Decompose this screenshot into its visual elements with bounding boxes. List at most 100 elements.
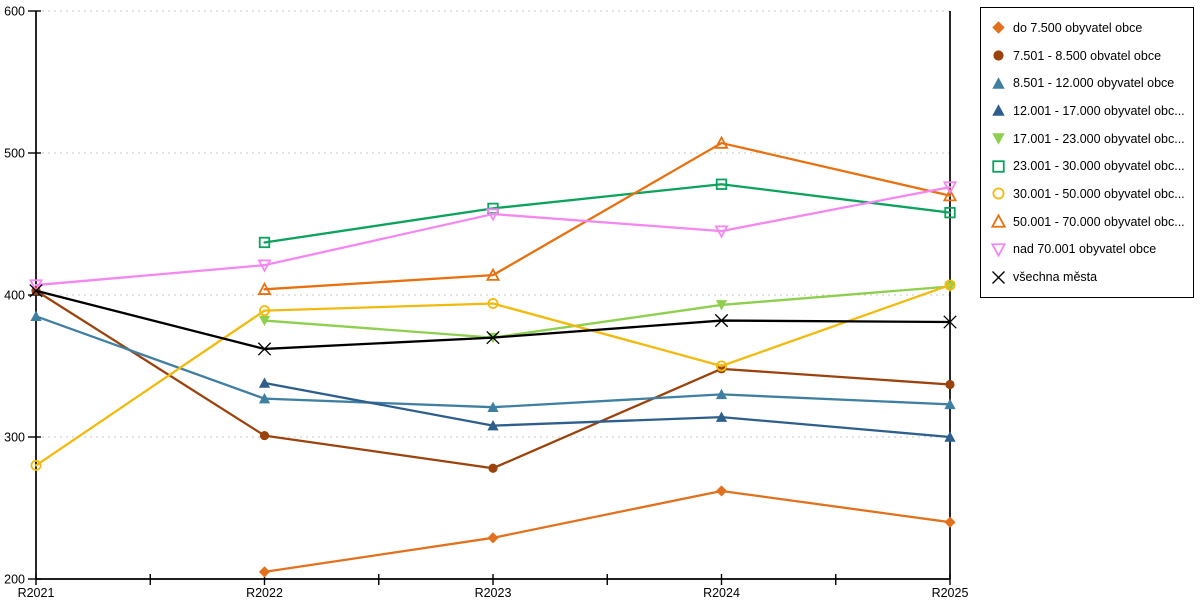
triangle-up-marker-icon [258, 377, 271, 388]
triangle-down-marker-icon [991, 243, 1006, 257]
circle-marker-icon [945, 379, 955, 390]
circle-marker-icon [259, 305, 270, 317]
triangle-down-marker-icon [715, 300, 728, 311]
triangle-up-marker-icon [715, 411, 728, 422]
triangle-up-marker-icon [257, 281, 272, 295]
diamond-marker-icon [944, 516, 956, 528]
series-line-5 [263, 183, 952, 244]
x-tick-label: R2023 [475, 586, 512, 600]
y-tick-label: 200 [4, 573, 25, 587]
legend-item-label: do 7.500 obyvatel obce [1013, 20, 1143, 35]
square-icon [992, 160, 1005, 173]
x-tick-label: R2022 [246, 586, 283, 600]
triangle-up-icon [991, 214, 1006, 228]
circle-icon [992, 187, 1005, 200]
circle-marker-icon [30, 459, 42, 471]
circle-marker-icon [716, 360, 727, 372]
triangle-up-marker-icon [487, 420, 499, 431]
legend-item-label: 8.501 - 12.000 obyvatel obce [1013, 76, 1175, 91]
legend-item-label: všechna města [1013, 270, 1098, 285]
x-marker-icon [943, 315, 957, 329]
series-line-2 [34, 315, 952, 409]
y-tick-label: 600 [4, 5, 25, 19]
triangle-up-marker-icon [715, 388, 728, 400]
x-marker-icon [992, 270, 1005, 284]
circle-marker-icon [992, 187, 1005, 200]
circle-marker-icon [488, 463, 498, 473]
legend-item-0: do 7.500 obyvatel obce [991, 16, 1189, 40]
triangle-down-marker-icon [485, 208, 501, 222]
legend-item-7: 50.001 - 70.000 obyvatel obc... [991, 210, 1189, 234]
legend-item-6: 30.001 - 50.000 obyvatel obc... [991, 182, 1189, 206]
y-tick-label: 500 [4, 147, 25, 161]
x-marker-icon [714, 313, 729, 328]
diamond-marker-icon [487, 532, 499, 544]
legend-item-4: 17.001 - 23.000 obyvatel obc... [991, 127, 1189, 151]
triangle-down-icon [992, 133, 1005, 145]
circle-marker-icon [993, 50, 1004, 61]
legend-item-label: 12.001 - 17.000 obyvatel obc... [1013, 103, 1185, 118]
triangle-down-marker-icon [714, 225, 729, 239]
legend-item-label: 7.501 - 8.500 obvatel obce [1013, 48, 1162, 63]
triangle-down-marker-icon [257, 259, 272, 273]
square-marker-icon [992, 160, 1005, 173]
series-line-4 [263, 285, 952, 339]
series-line-0 [263, 489, 952, 574]
square-marker-icon [944, 206, 956, 219]
circle-icon [993, 50, 1004, 61]
series-line-6 [34, 283, 952, 467]
x-marker-icon [257, 342, 272, 356]
series-line-3 [263, 381, 952, 439]
x-tick-label: R2024 [703, 586, 740, 600]
triangle-up-marker-icon [258, 393, 271, 404]
legend-item-5: 23.001 - 30.000 obyvatel obc... [991, 154, 1189, 178]
triangle-up-marker-icon [944, 431, 956, 442]
y-tick-label: 300 [4, 431, 25, 445]
legend-item-label: 17.001 - 23.000 obyvatel obc... [1013, 131, 1185, 146]
diamond-marker-icon [992, 21, 1005, 35]
triangle-down-marker-icon [28, 279, 44, 293]
legend-item-label: nad 70.001 obyvatel obce [1013, 242, 1157, 257]
triangle-up-marker-icon [944, 398, 956, 410]
x-icon [992, 270, 1005, 284]
series-line-8 [34, 185, 952, 287]
series-line-7 [263, 141, 952, 291]
square-marker-icon [715, 178, 728, 190]
diamond-marker-icon [715, 485, 728, 497]
triangle-up-marker-icon [714, 135, 729, 149]
legend-item-label: 30.001 - 50.000 obyvatel obc... [1013, 186, 1185, 201]
triangle-up-marker-icon [942, 188, 958, 202]
triangle-down-marker-icon [942, 181, 958, 195]
x-marker-icon [29, 284, 43, 298]
x-tick-label: R2025 [932, 586, 969, 600]
series-line-1 [34, 289, 952, 470]
circle-marker-icon [487, 298, 499, 310]
y-tick-label: 400 [4, 289, 25, 303]
legend-item-2: 8.501 - 12.000 obyvatel obce [991, 71, 1189, 95]
triangle-up-marker-icon [30, 310, 42, 322]
triangle-down-marker-icon [944, 281, 956, 293]
triangle-up-marker-icon [992, 77, 1005, 89]
triangle-up-marker-icon [487, 401, 499, 412]
square-marker-icon [258, 236, 271, 249]
triangle-up-icon [992, 104, 1005, 117]
legend-item-9: všechna města [991, 265, 1189, 289]
circle-marker-icon [259, 430, 270, 441]
triangle-up-marker-icon [991, 214, 1006, 228]
x-marker-icon [486, 330, 500, 345]
legend-item-1: 7.501 - 8.500 obvatel obce [991, 44, 1189, 68]
legend-item-label: 50.001 - 70.000 obyvatel obc... [1013, 214, 1185, 229]
legend-item-3: 12.001 - 17.000 obyvatel obc... [991, 99, 1189, 123]
circle-marker-icon [944, 279, 956, 291]
legend-item-8: nad 70.001 obyvatel obce [991, 237, 1189, 261]
triangle-down-marker-icon [258, 315, 271, 327]
legend-item-label: 23.001 - 30.000 obyvatel obc... [1013, 159, 1185, 174]
chart-legend: do 7.500 obyvatel obce 7.501 - 8.500 obva… [980, 7, 1194, 298]
triangle-up-icon [992, 77, 1005, 89]
triangle-down-marker-icon [992, 133, 1005, 145]
triangle-up-marker-icon [485, 267, 501, 281]
triangle-up-marker-icon [992, 104, 1005, 117]
x-tick-label: R2021 [18, 586, 55, 600]
